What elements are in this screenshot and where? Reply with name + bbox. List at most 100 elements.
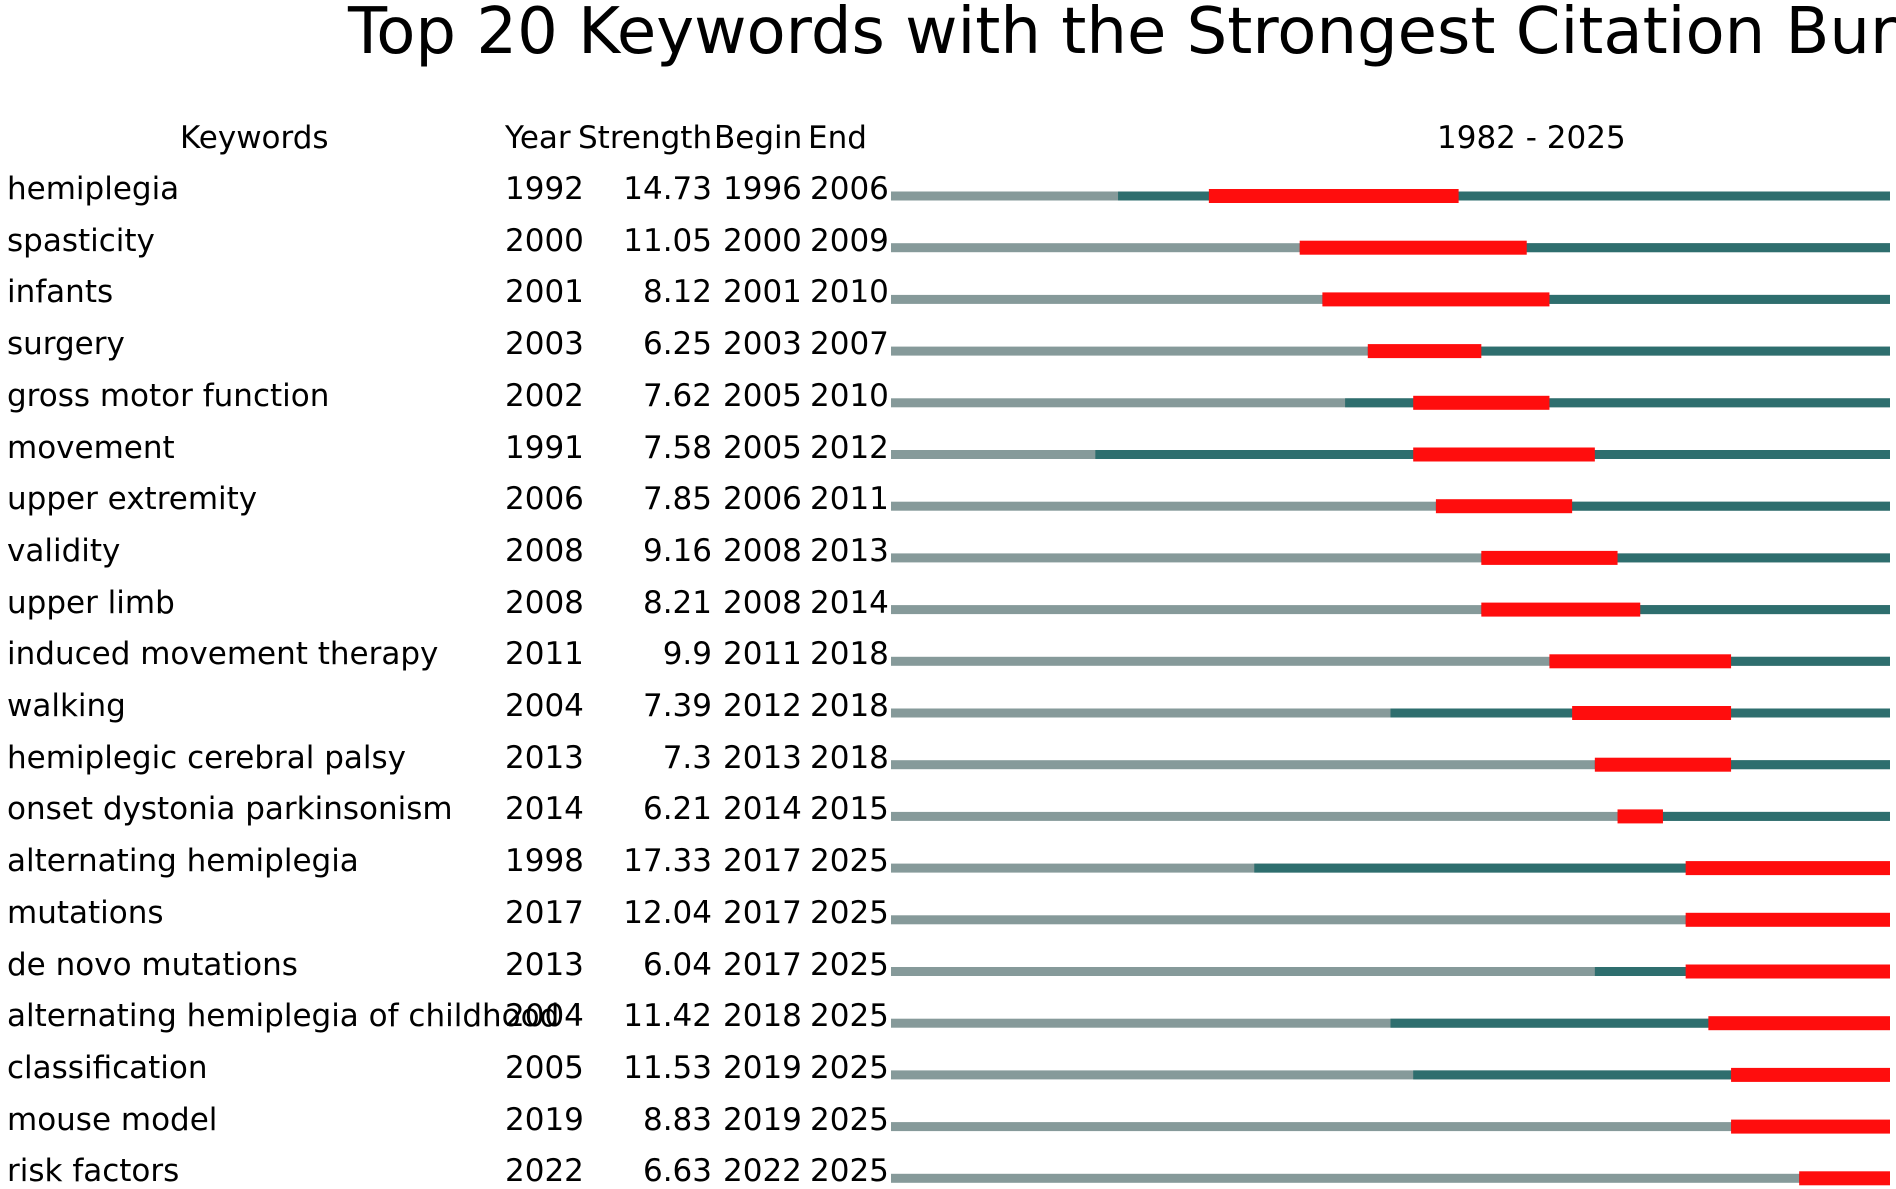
begin-value: 2022 <box>723 1153 802 1189</box>
timeline-active-bar <box>1594 760 1890 770</box>
timeline-base-bar <box>891 656 1890 666</box>
timeline-base-bar <box>891 967 1890 976</box>
burst-bar <box>1731 1067 1890 1082</box>
burst-bar <box>1481 550 1618 565</box>
begin-value: 2011 <box>723 636 802 673</box>
begin-value: 2017 <box>723 894 802 931</box>
timeline-base-bar <box>891 1173 1890 1183</box>
burst-bar <box>1481 602 1641 617</box>
keyword-label: induced movement therapy <box>7 636 439 673</box>
end-value: 2007 <box>810 326 889 363</box>
begin-value: 2008 <box>723 532 802 569</box>
burst-bar <box>1322 292 1550 307</box>
end-value: 2025 <box>810 946 889 983</box>
burst-bar <box>1685 912 1890 927</box>
strength-value: 17.33 <box>623 843 712 880</box>
year-value: 1991 <box>505 429 584 466</box>
timeline-base-bar <box>891 501 1890 511</box>
end-value: 2025 <box>810 1049 889 1086</box>
burst-bar <box>1413 447 1595 462</box>
timeline-base-bar <box>891 811 1890 821</box>
keyword-label: onset dystonia parkinsonism <box>7 791 453 828</box>
timeline-active-bar <box>1367 346 1890 356</box>
end-value: 2025 <box>810 998 889 1035</box>
end-value: 2012 <box>810 429 889 466</box>
strength-value: 11.42 <box>623 998 712 1035</box>
burst-bar <box>1572 706 1732 720</box>
keyword-label: infants <box>7 274 114 311</box>
year-value: 2004 <box>505 998 584 1035</box>
begin-value: 2018 <box>723 998 802 1035</box>
burst-bar <box>1367 344 1482 359</box>
keyword-label: validity <box>7 532 121 569</box>
year-value: 2008 <box>505 584 584 621</box>
year-value: 2022 <box>505 1153 584 1189</box>
begin-value: 2017 <box>723 946 802 983</box>
year-value: 2013 <box>505 946 584 983</box>
strength-value: 7.62 <box>642 377 712 414</box>
keyword-label: classification <box>7 1049 208 1086</box>
timeline-active-bar <box>1322 294 1890 304</box>
end-value: 2010 <box>810 377 889 414</box>
year-value: 2014 <box>505 791 584 828</box>
strength-value: 14.73 <box>623 171 712 207</box>
burst-bar <box>1208 189 1459 203</box>
timeline-base-bar <box>891 760 1890 770</box>
keyword-label: risk factors <box>7 1153 180 1189</box>
end-value: 2025 <box>810 843 889 880</box>
header-end: End <box>808 120 867 156</box>
end-value: 2018 <box>810 636 889 673</box>
strength-value: 6.25 <box>642 326 712 363</box>
strength-value: 7.3 <box>662 739 712 776</box>
timeline-active-bar <box>1345 398 1890 408</box>
year-value: 2003 <box>505 326 584 363</box>
burst-bar <box>1731 1119 1890 1134</box>
year-value: 2017 <box>505 894 584 931</box>
burst-bar <box>1685 964 1890 979</box>
keyword-label: de novo mutations <box>7 946 298 983</box>
header-year: Year <box>505 120 571 156</box>
timeline-active-bar <box>1413 1070 1890 1080</box>
end-value: 2025 <box>810 1101 889 1138</box>
year-value: 2011 <box>505 636 584 673</box>
timeline-active-bar <box>1617 811 1890 821</box>
keyword-label: gross motor function <box>7 377 330 414</box>
keyword-label: movement <box>7 429 175 466</box>
strength-value: 7.58 <box>642 429 712 466</box>
end-value: 2018 <box>810 739 889 776</box>
year-value: 2008 <box>505 532 584 569</box>
strength-value: 12.04 <box>623 894 712 931</box>
end-value: 2011 <box>810 481 889 518</box>
burst-bar <box>1299 240 1527 255</box>
keyword-label: mutations <box>7 894 164 931</box>
end-value: 2013 <box>810 532 889 569</box>
timeline-active-bar <box>1299 243 1890 253</box>
timeline-base-bar <box>891 915 1890 925</box>
end-value: 2009 <box>810 222 889 259</box>
strength-value: 8.21 <box>642 584 712 621</box>
strength-value: 6.63 <box>642 1153 712 1189</box>
strength-value: 6.04 <box>642 946 712 983</box>
header-keywords: Keywords <box>180 120 329 156</box>
begin-value: 2008 <box>723 584 802 621</box>
year-value: 2006 <box>505 481 584 518</box>
burst-bar <box>1799 1171 1890 1186</box>
year-value: 2005 <box>505 1049 584 1086</box>
timeline-base-bar <box>891 1070 1890 1080</box>
timeline-active-bar <box>1435 501 1890 511</box>
end-value: 2025 <box>810 894 889 931</box>
burst-bar <box>1549 654 1732 669</box>
end-value: 2015 <box>810 791 889 828</box>
begin-value: 2005 <box>723 377 802 414</box>
strength-value: 8.12 <box>642 274 712 311</box>
timeline-active-bar <box>1118 191 1890 201</box>
keyword-label: alternating hemiplegia of childhood <box>7 998 560 1035</box>
begin-value: 2012 <box>723 688 802 724</box>
keyword-label: surgery <box>7 326 125 363</box>
strength-value: 11.53 <box>623 1049 712 1086</box>
header-range: 1982 - 2025 <box>1437 120 1626 156</box>
begin-value: 2014 <box>723 791 802 828</box>
strength-value: 9.16 <box>642 532 712 569</box>
burst-bar <box>1617 809 1663 824</box>
